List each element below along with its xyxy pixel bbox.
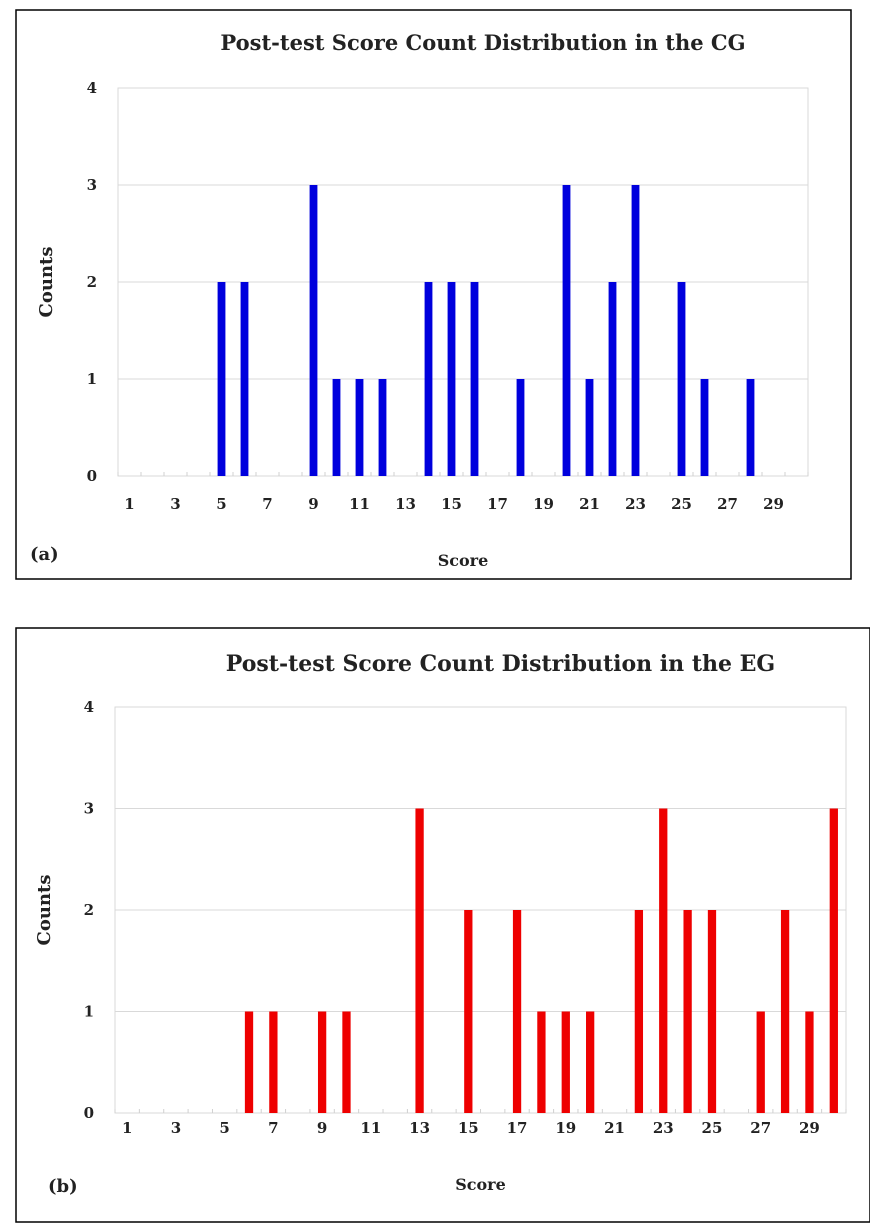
bar-score-14 [424, 282, 433, 476]
x-tick-label: 9 [308, 495, 318, 513]
x-tick-label: 7 [268, 1119, 278, 1137]
bar-score-21 [585, 379, 594, 476]
x-tick-label: 5 [219, 1119, 229, 1137]
x-tick-label: 13 [409, 1119, 430, 1137]
bar-score-25 [677, 282, 686, 476]
y-tick-label: 1 [87, 370, 97, 388]
bar-score-23 [659, 808, 668, 1113]
panel-label: (a) [30, 544, 59, 565]
bar-score-26 [700, 379, 709, 476]
y-axis-label: Counts [36, 247, 57, 318]
bar-score-24 [683, 910, 692, 1113]
x-tick-label: 21 [604, 1119, 625, 1137]
x-tick-label: 3 [171, 1119, 181, 1137]
bar-score-22 [608, 282, 617, 476]
y-tick-label: 0 [87, 467, 97, 485]
x-tick-label: 11 [360, 1119, 381, 1137]
chart-panel-cg: 0 1 2 3 4 1 3 5 7 9 11 13 15 17 19 21 23 25 27 29 Post-test … [0, 0, 870, 600]
y-tick-label: 4 [84, 698, 94, 716]
bar-score-18 [516, 379, 525, 476]
x-tick-label: 23 [653, 1119, 674, 1137]
bar-score-28 [780, 910, 790, 1113]
chart-title: Post-test Score Count Distribution in th… [226, 651, 775, 677]
x-tick-label: 7 [262, 495, 272, 513]
bar-score-9 [317, 1011, 327, 1113]
bar-score-6 [244, 1011, 254, 1113]
y-axis-label: Counts [34, 875, 55, 946]
bar-score-15 [464, 910, 473, 1113]
bar-score-20 [562, 185, 571, 476]
bar-score-9 [309, 185, 318, 476]
bar-score-20 [586, 1011, 595, 1113]
y-tick-label: 4 [87, 79, 97, 97]
bar-score-18 [537, 1011, 546, 1113]
bar-score-30 [829, 808, 838, 1113]
y-tick-label: 1 [84, 1003, 94, 1021]
panel-frame [15, 9, 852, 580]
x-tick-label: 5 [216, 495, 226, 513]
bar-score-6 [240, 282, 249, 476]
x-tick-label: 1 [122, 1119, 132, 1137]
bar-score-28 [746, 379, 755, 476]
x-tick-label: 25 [702, 1119, 723, 1137]
x-tick-label: 13 [395, 495, 416, 513]
x-tick-label: 17 [507, 1119, 528, 1137]
x-tick-label: 25 [671, 495, 692, 513]
y-tick-label: 2 [87, 273, 97, 291]
bar-score-7 [269, 1011, 278, 1113]
x-tick-label: 17 [487, 495, 508, 513]
x-tick-label: 19 [555, 1119, 576, 1137]
bar-score-16 [470, 282, 479, 476]
x-tick-label: 27 [717, 495, 738, 513]
y-tick-label: 2 [84, 901, 94, 919]
x-axis-label: Score [455, 1175, 506, 1194]
bar-score-29 [805, 1011, 814, 1113]
panel-label: (b) [48, 1176, 78, 1197]
bar-score-22 [634, 910, 644, 1113]
x-tick-label: 3 [170, 495, 180, 513]
bar-score-13 [415, 808, 424, 1113]
bar-score-12 [378, 379, 387, 476]
bar-score-5 [217, 282, 226, 476]
x-tick-label: 1 [124, 495, 134, 513]
panel-frame [15, 627, 870, 1223]
bar-score-17 [512, 910, 522, 1113]
y-tick-label: 0 [84, 1104, 94, 1122]
bar-score-27 [756, 1011, 765, 1113]
bar-score-19 [561, 1011, 570, 1113]
y-tick-label: 3 [87, 176, 97, 194]
bar-score-25 [707, 910, 717, 1113]
chart-panel-eg: 0 1 2 3 4 1 3 5 7 9 11 13 15 17 19 21 23 25 27 29 Post-test … [0, 610, 870, 1225]
bar-score-11 [355, 379, 364, 476]
x-tick-label: 29 [799, 1119, 820, 1137]
x-tick-label: 19 [533, 495, 554, 513]
bar-score-15 [447, 282, 456, 476]
x-tick-label: 15 [458, 1119, 479, 1137]
x-tick-label: 11 [349, 495, 370, 513]
bar-score-10 [342, 1011, 351, 1113]
x-tick-label: 15 [441, 495, 462, 513]
x-tick-label: 23 [625, 495, 646, 513]
y-tick-label: 3 [84, 800, 94, 818]
chart-title: Post-test Score Count Distribution in th… [220, 30, 745, 55]
x-axis-label: Score [438, 551, 489, 570]
x-tick-label: 21 [579, 495, 600, 513]
x-tick-label: 27 [750, 1119, 771, 1137]
bar-score-23 [631, 185, 640, 476]
x-tick-label: 9 [317, 1119, 327, 1137]
bar-score-10 [332, 379, 341, 476]
x-tick-label: 29 [763, 495, 784, 513]
